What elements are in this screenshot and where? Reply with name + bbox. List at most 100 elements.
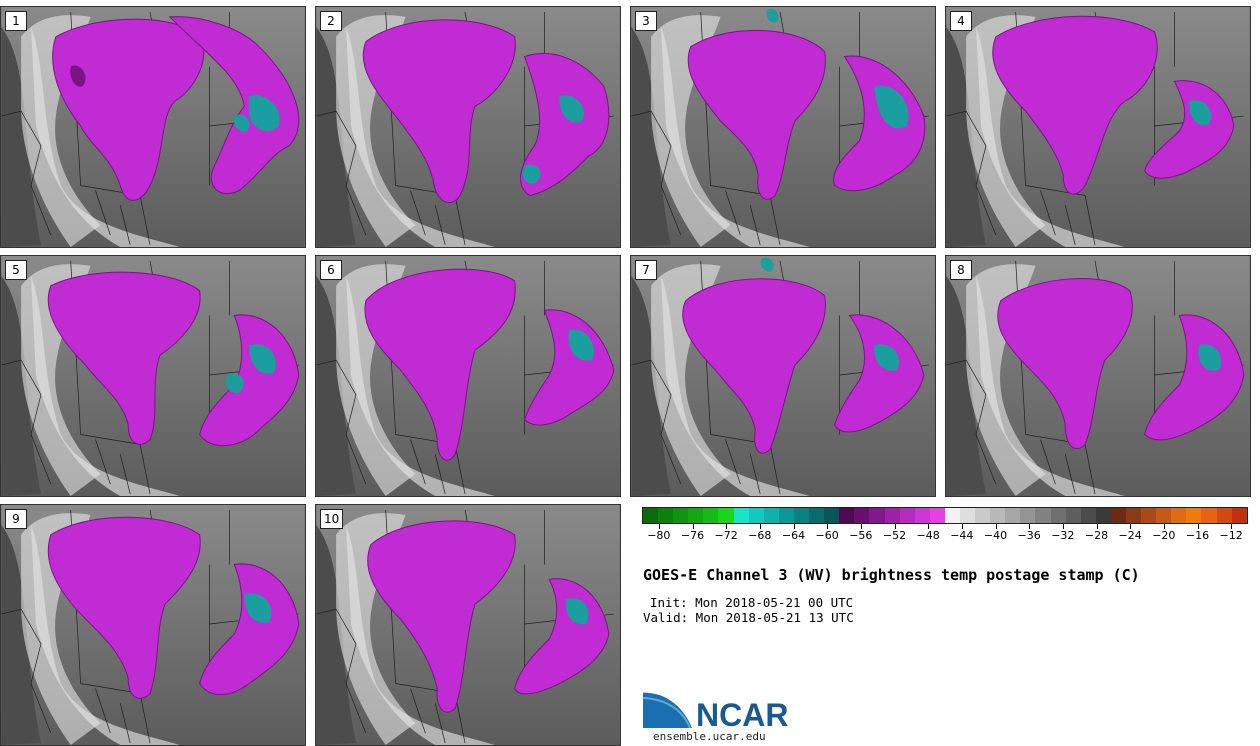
colorbar-swatch	[1035, 508, 1051, 523]
colorbar-swatch	[839, 508, 855, 523]
colorbar-swatch	[703, 508, 719, 523]
colorbar-tick-label: −12	[1219, 529, 1243, 542]
colorbar-swatch	[793, 508, 810, 523]
colorbar	[642, 507, 1248, 524]
colorbar-tick	[860, 524, 862, 529]
panel-label: 6	[320, 260, 342, 280]
map-panel: 7	[630, 255, 936, 497]
colorbar-tick-label: −80	[647, 529, 671, 542]
colorbar-swatch	[1156, 508, 1172, 523]
logo-url: ensemble.ucar.edu	[653, 730, 766, 743]
colorbar-tick-label: −72	[714, 529, 738, 542]
colorbar-swatch	[854, 508, 870, 523]
colorbar-tick-label: −48	[916, 529, 940, 542]
colorbar-swatch	[1065, 508, 1081, 523]
colorbar-swatch	[1110, 508, 1126, 523]
map-panel: 6	[315, 255, 621, 497]
valid-time: Valid: Mon 2018-05-21 13 UTC	[643, 610, 854, 625]
colorbar-tick-label: −76	[680, 529, 705, 542]
colorbar-swatch	[1126, 508, 1142, 523]
panel-label: 9	[5, 509, 27, 529]
colorbar-swatch	[884, 508, 900, 523]
colorbar-tick	[1029, 524, 1031, 529]
colorbar-swatch	[899, 508, 915, 523]
colorbar-tick-label: −68	[748, 529, 772, 542]
colorbar-tick-label: −40	[983, 529, 1008, 542]
colorbar-tick-label: −24	[1118, 529, 1142, 542]
colorbar-swatch	[1201, 508, 1217, 523]
map-panel: 4	[945, 6, 1251, 248]
panel-label: 3	[635, 11, 657, 31]
panel-label: 4	[950, 11, 972, 31]
colorbar-swatch	[809, 508, 825, 523]
colorbar-tick	[793, 524, 795, 529]
colorbar-tick	[658, 524, 660, 529]
colorbar-swatch	[778, 508, 794, 523]
panel-label: 7	[635, 260, 657, 280]
colorbar-tick	[995, 524, 997, 529]
map-plot	[946, 7, 1250, 247]
colorbar-swatch	[975, 508, 991, 523]
colorbar-tick	[726, 524, 728, 529]
colorbar-swatch	[1171, 508, 1187, 523]
colorbar-swatch	[748, 508, 764, 523]
colorbar-swatch	[643, 508, 659, 523]
map-plot	[316, 505, 620, 745]
colorbar-swatch	[824, 508, 840, 523]
colorbar-swatch	[718, 508, 734, 523]
colorbar-swatch	[1095, 508, 1111, 523]
colorbar-swatch	[1186, 508, 1202, 523]
colorbar-tick-label: −64	[781, 529, 806, 542]
colorbar-swatch	[658, 508, 674, 523]
colorbar-swatch	[673, 508, 689, 523]
colorbar-swatch	[1231, 508, 1247, 523]
colorbar-swatch	[869, 508, 885, 523]
colorbar-tick	[759, 524, 761, 529]
map-plot	[631, 7, 935, 247]
colorbar-swatch	[1050, 508, 1066, 523]
map-panel: 1	[0, 6, 306, 248]
map-plot	[316, 256, 620, 496]
colorbar-tick-label: −36	[1017, 529, 1041, 542]
map-plot	[1, 256, 305, 496]
init-time: Init: Mon 2018-05-21 00 UTC	[650, 595, 854, 610]
colorbar-tick	[1096, 524, 1098, 529]
panel-label: 5	[5, 260, 27, 280]
colorbar-swatch	[1020, 508, 1036, 523]
colorbar-tick	[1062, 524, 1064, 529]
colorbar-swatch	[914, 508, 930, 523]
colorbar-tick	[928, 524, 930, 529]
map-plot	[1, 505, 305, 745]
map-panel: 5	[0, 255, 306, 497]
colorbar-tick	[961, 524, 963, 529]
colorbar-tick-label: −56	[849, 529, 873, 542]
colorbar-tick	[827, 524, 829, 529]
map-panel: 8	[945, 255, 1251, 497]
colorbar-swatch	[1216, 508, 1232, 523]
map-panel: 2	[315, 6, 621, 248]
ncar-logo-icon: NCAR	[642, 689, 788, 728]
colorbar-swatch	[1005, 508, 1021, 523]
colorbar-tick	[1231, 524, 1233, 529]
colorbar-swatch	[1141, 508, 1157, 523]
map-panel: 3	[630, 6, 936, 248]
colorbar-tick	[692, 524, 694, 529]
logo-text: NCAR	[696, 697, 788, 728]
colorbar-swatch	[763, 508, 779, 523]
colorbar-tick	[1163, 524, 1165, 529]
map-panel: 9	[0, 504, 306, 746]
map-panel: 10	[315, 504, 621, 746]
map-plot	[316, 7, 620, 247]
colorbar-ticks: −80 −76 −72 −68 −64 −60 −56 −52 −48 −44 −40 −36 −32−…	[642, 524, 1248, 546]
colorbar-tick	[1130, 524, 1132, 529]
panel-label: 1	[5, 11, 27, 31]
colorbar-swatch	[733, 508, 749, 523]
colorbar-swatch	[929, 508, 945, 523]
colorbar-tick-label: −32	[1051, 529, 1075, 542]
panel-label: 10	[320, 509, 344, 529]
colorbar-tick-label: −52	[882, 529, 907, 542]
colorbar-swatch	[1080, 508, 1096, 523]
colorbar-tick-label: −44	[950, 529, 974, 542]
colorbar-tick-label: −28	[1084, 529, 1109, 542]
panel-label: 2	[320, 11, 342, 31]
